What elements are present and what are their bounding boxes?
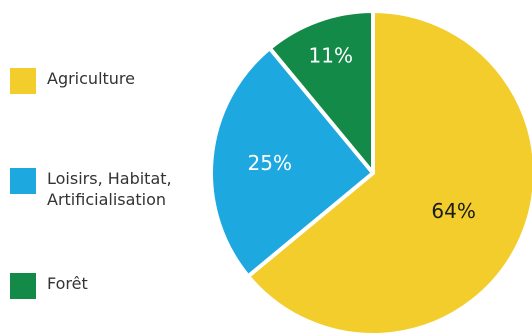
legend-item-loisirs: Loisirs, Habitat, Artificialisation [10, 168, 172, 210]
slice-label-foret: 11% [309, 44, 353, 68]
legend-swatch-loisirs [10, 168, 36, 194]
legend-label-agriculture: Agriculture [47, 69, 135, 88]
pie-slices [209, 9, 532, 336]
legend-swatch-agriculture [10, 68, 36, 94]
legend-label-loisirs: Loisirs, Habitat, Artificialisation [47, 169, 172, 209]
legend-swatch-foret [10, 273, 36, 299]
slice-label-loisirs: 25% [248, 151, 292, 175]
legend-label-foret: Forêt [47, 274, 88, 293]
legend-item-agriculture: Agriculture [10, 68, 135, 94]
legend-item-foret: Forêt [10, 273, 88, 299]
pie-slice-agriculture [246, 9, 532, 336]
pie-slice-foret [267, 9, 375, 175]
legend: Agriculture Loisirs, Habitat, Artificial… [10, 0, 210, 336]
pie-slice-labels: 64% 25% 11% [248, 44, 476, 223]
pie-slice-loisirs [209, 46, 375, 279]
slice-label-agriculture: 64% [431, 199, 475, 223]
